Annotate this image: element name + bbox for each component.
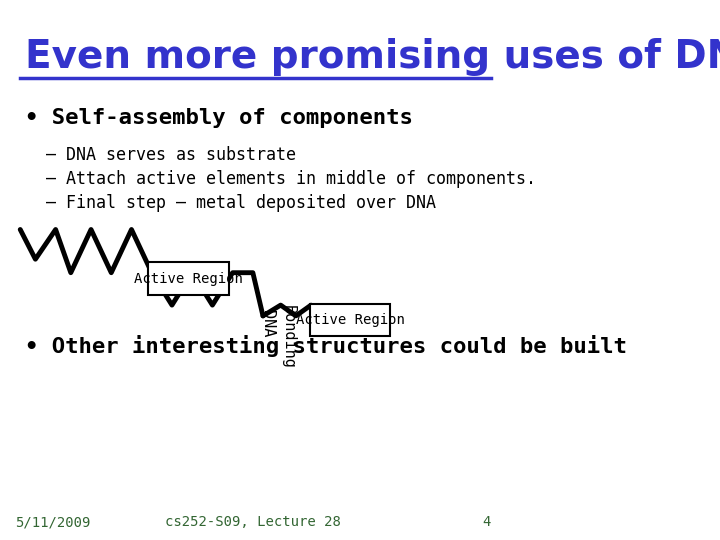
Text: – DNA serves as substrate: – DNA serves as substrate (45, 146, 295, 164)
Text: DNA: DNA (259, 310, 274, 338)
Text: Active Region: Active Region (296, 313, 405, 327)
Text: – Attach active elements in middle of components.: – Attach active elements in middle of co… (45, 170, 536, 188)
Text: 4: 4 (482, 515, 490, 529)
FancyBboxPatch shape (310, 304, 390, 336)
Text: Even more promising uses of DNA: Even more promising uses of DNA (25, 38, 720, 76)
Text: cs252-S09, Lecture 28: cs252-S09, Lecture 28 (165, 515, 341, 529)
Text: Active Region: Active Region (134, 272, 243, 286)
FancyBboxPatch shape (148, 262, 228, 295)
Text: • Self-assembly of components: • Self-assembly of components (25, 108, 413, 128)
Text: 5/11/2009: 5/11/2009 (15, 515, 91, 529)
Text: – Final step – metal deposited over DNA: – Final step – metal deposited over DNA (45, 194, 436, 212)
Text: Bonding: Bonding (281, 305, 296, 369)
Text: • Other interesting structures could be built: • Other interesting structures could be … (25, 335, 627, 357)
